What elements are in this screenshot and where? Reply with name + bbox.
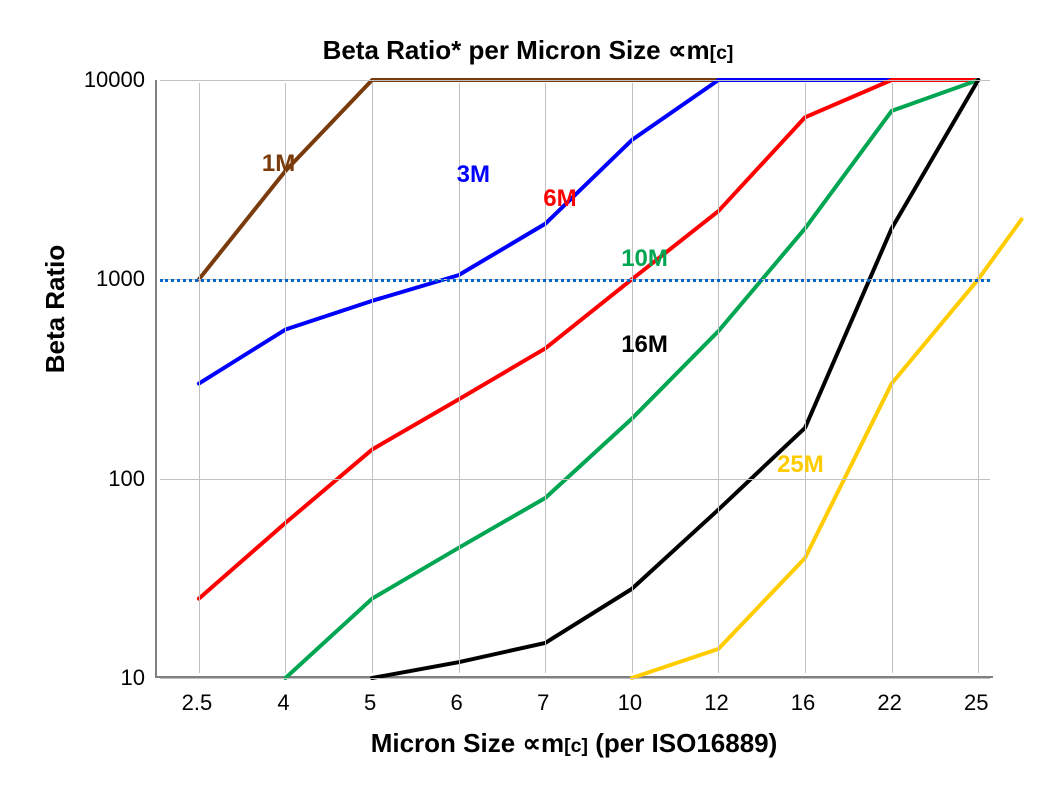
x-tick-label: 22: [877, 690, 901, 716]
series-25M: [632, 219, 1022, 678]
title-sym: ∝m: [668, 35, 710, 65]
series-label-10M: 10M: [621, 245, 668, 273]
series-3M: [199, 80, 978, 384]
xlabel-post: (per ISO16889): [588, 728, 777, 758]
x-tick-label: 7: [537, 690, 549, 716]
xlabel-pre: Micron Size: [371, 728, 523, 758]
x-tick-label: 4: [277, 690, 289, 716]
gridline-v: [545, 83, 546, 673]
x-axis-label: Micron Size ∝m[c] (per ISO16889): [155, 728, 993, 759]
gridline-v: [892, 83, 893, 673]
y-axis-label: Beta Ratio: [40, 159, 71, 459]
reference-line: [160, 279, 990, 282]
gridline-v: [718, 83, 719, 673]
chart-title: Beta Ratio* per Micron Size ∝m[c]: [0, 35, 1056, 66]
x-tick-label: 10: [618, 690, 642, 716]
title-text-a: Beta Ratio* per Micron Size: [323, 35, 668, 65]
x-tick-label: 12: [704, 690, 728, 716]
gridline-h: [160, 80, 990, 81]
x-tick-label: 25: [964, 690, 988, 716]
x-tick-label: 6: [451, 690, 463, 716]
y-tick-label: 10000: [65, 67, 145, 93]
y-tick-label: 100: [65, 466, 145, 492]
chart-stage: Beta Ratio* per Micron Size ∝m[c] Beta R…: [0, 0, 1056, 792]
series-label-25M: 25M: [777, 451, 824, 479]
x-tick-label: 16: [791, 690, 815, 716]
y-tick-label: 1000: [65, 266, 145, 292]
gridline-v: [199, 83, 200, 673]
x-tick-label: 5: [364, 690, 376, 716]
gridline-v: [805, 83, 806, 673]
y-tick-label: 10: [65, 665, 145, 691]
x-tick-label: 2.5: [182, 690, 213, 716]
gridline-v: [632, 83, 633, 673]
gridline-v: [372, 83, 373, 673]
series-6M: [199, 80, 978, 599]
gridline-h: [160, 479, 990, 480]
series-label-16M: 16M: [621, 331, 668, 359]
gridline-v: [978, 83, 979, 673]
title-sub: [c]: [710, 42, 734, 64]
series-label-6M: 6M: [543, 185, 576, 213]
series-label-3M: 3M: [457, 161, 490, 189]
xlabel-sub: [c]: [564, 735, 588, 757]
series-label-1M: 1M: [262, 150, 295, 178]
gridline-h: [160, 678, 990, 679]
xlabel-sym: ∝m: [522, 728, 564, 758]
